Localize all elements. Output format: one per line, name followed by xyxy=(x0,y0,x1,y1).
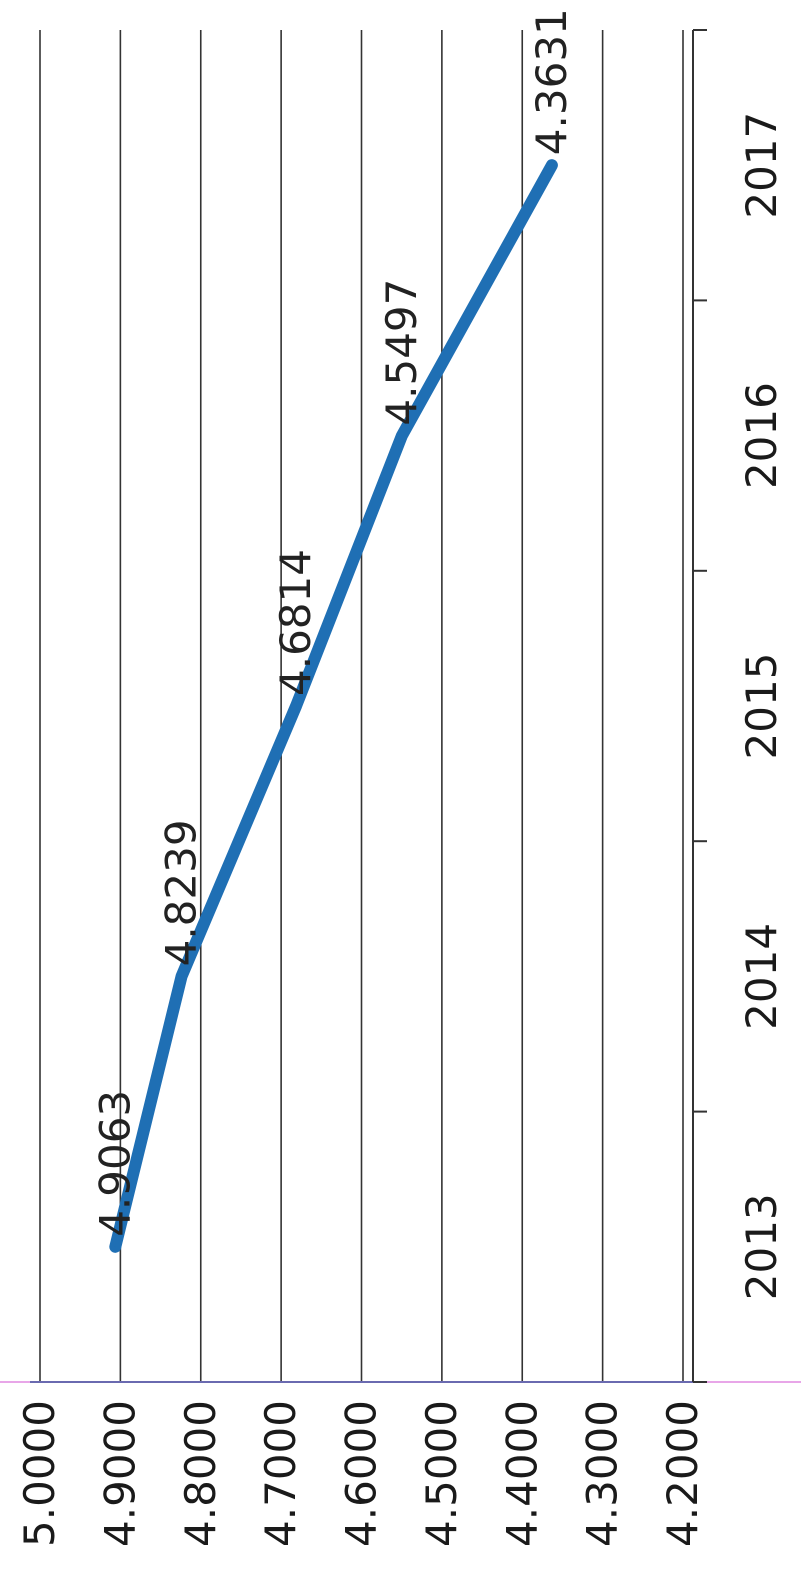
data-point xyxy=(295,705,297,707)
y-tick-label: 5.0000 xyxy=(15,1400,64,1547)
y-tick-label: 4.7000 xyxy=(256,1400,305,1547)
x-tick-label: 2014 xyxy=(737,923,786,1030)
y-tick-label: 4.9000 xyxy=(95,1400,144,1547)
category-axis-ticks: 2013 2014 2015 2016 2017 xyxy=(737,112,786,1300)
value-axis-ticks: 5.0000 4.9000 4.8000 4.7000 4.6000 4.5000 4.40… xyxy=(15,1400,707,1547)
y-tick-label: 4.4000 xyxy=(497,1400,546,1547)
y-tick-label: 4.6000 xyxy=(337,1400,386,1547)
data-point xyxy=(551,164,553,166)
category-axis xyxy=(0,29,801,1383)
x-tick-label: 2017 xyxy=(737,112,786,219)
data-label: 4.3631 xyxy=(527,8,576,155)
data-label: 4.9063 xyxy=(90,1090,139,1237)
y-tick-label: 4.3000 xyxy=(578,1400,627,1547)
grid-layer xyxy=(39,30,684,1382)
data-label: 4.5497 xyxy=(377,279,426,426)
y-tick-label: 4.8000 xyxy=(176,1400,225,1547)
x-tick-label: 2015 xyxy=(737,653,786,760)
x-tick-label: 2016 xyxy=(737,382,786,489)
series-line xyxy=(109,159,558,1253)
data-label: 4.8239 xyxy=(157,819,206,966)
y-tick-label: 4.5000 xyxy=(417,1400,466,1547)
data-point xyxy=(181,975,183,977)
data-label: 4.6814 xyxy=(271,549,320,696)
x-tick-label: 2013 xyxy=(737,1193,786,1300)
y-tick-label: 4.2000 xyxy=(658,1400,707,1547)
series-layer xyxy=(109,159,558,1253)
data-labels: 4.9063 4.8239 4.6814 4.5497 4.3631 xyxy=(90,8,576,1237)
data-point xyxy=(401,435,403,437)
data-point xyxy=(114,1246,116,1248)
